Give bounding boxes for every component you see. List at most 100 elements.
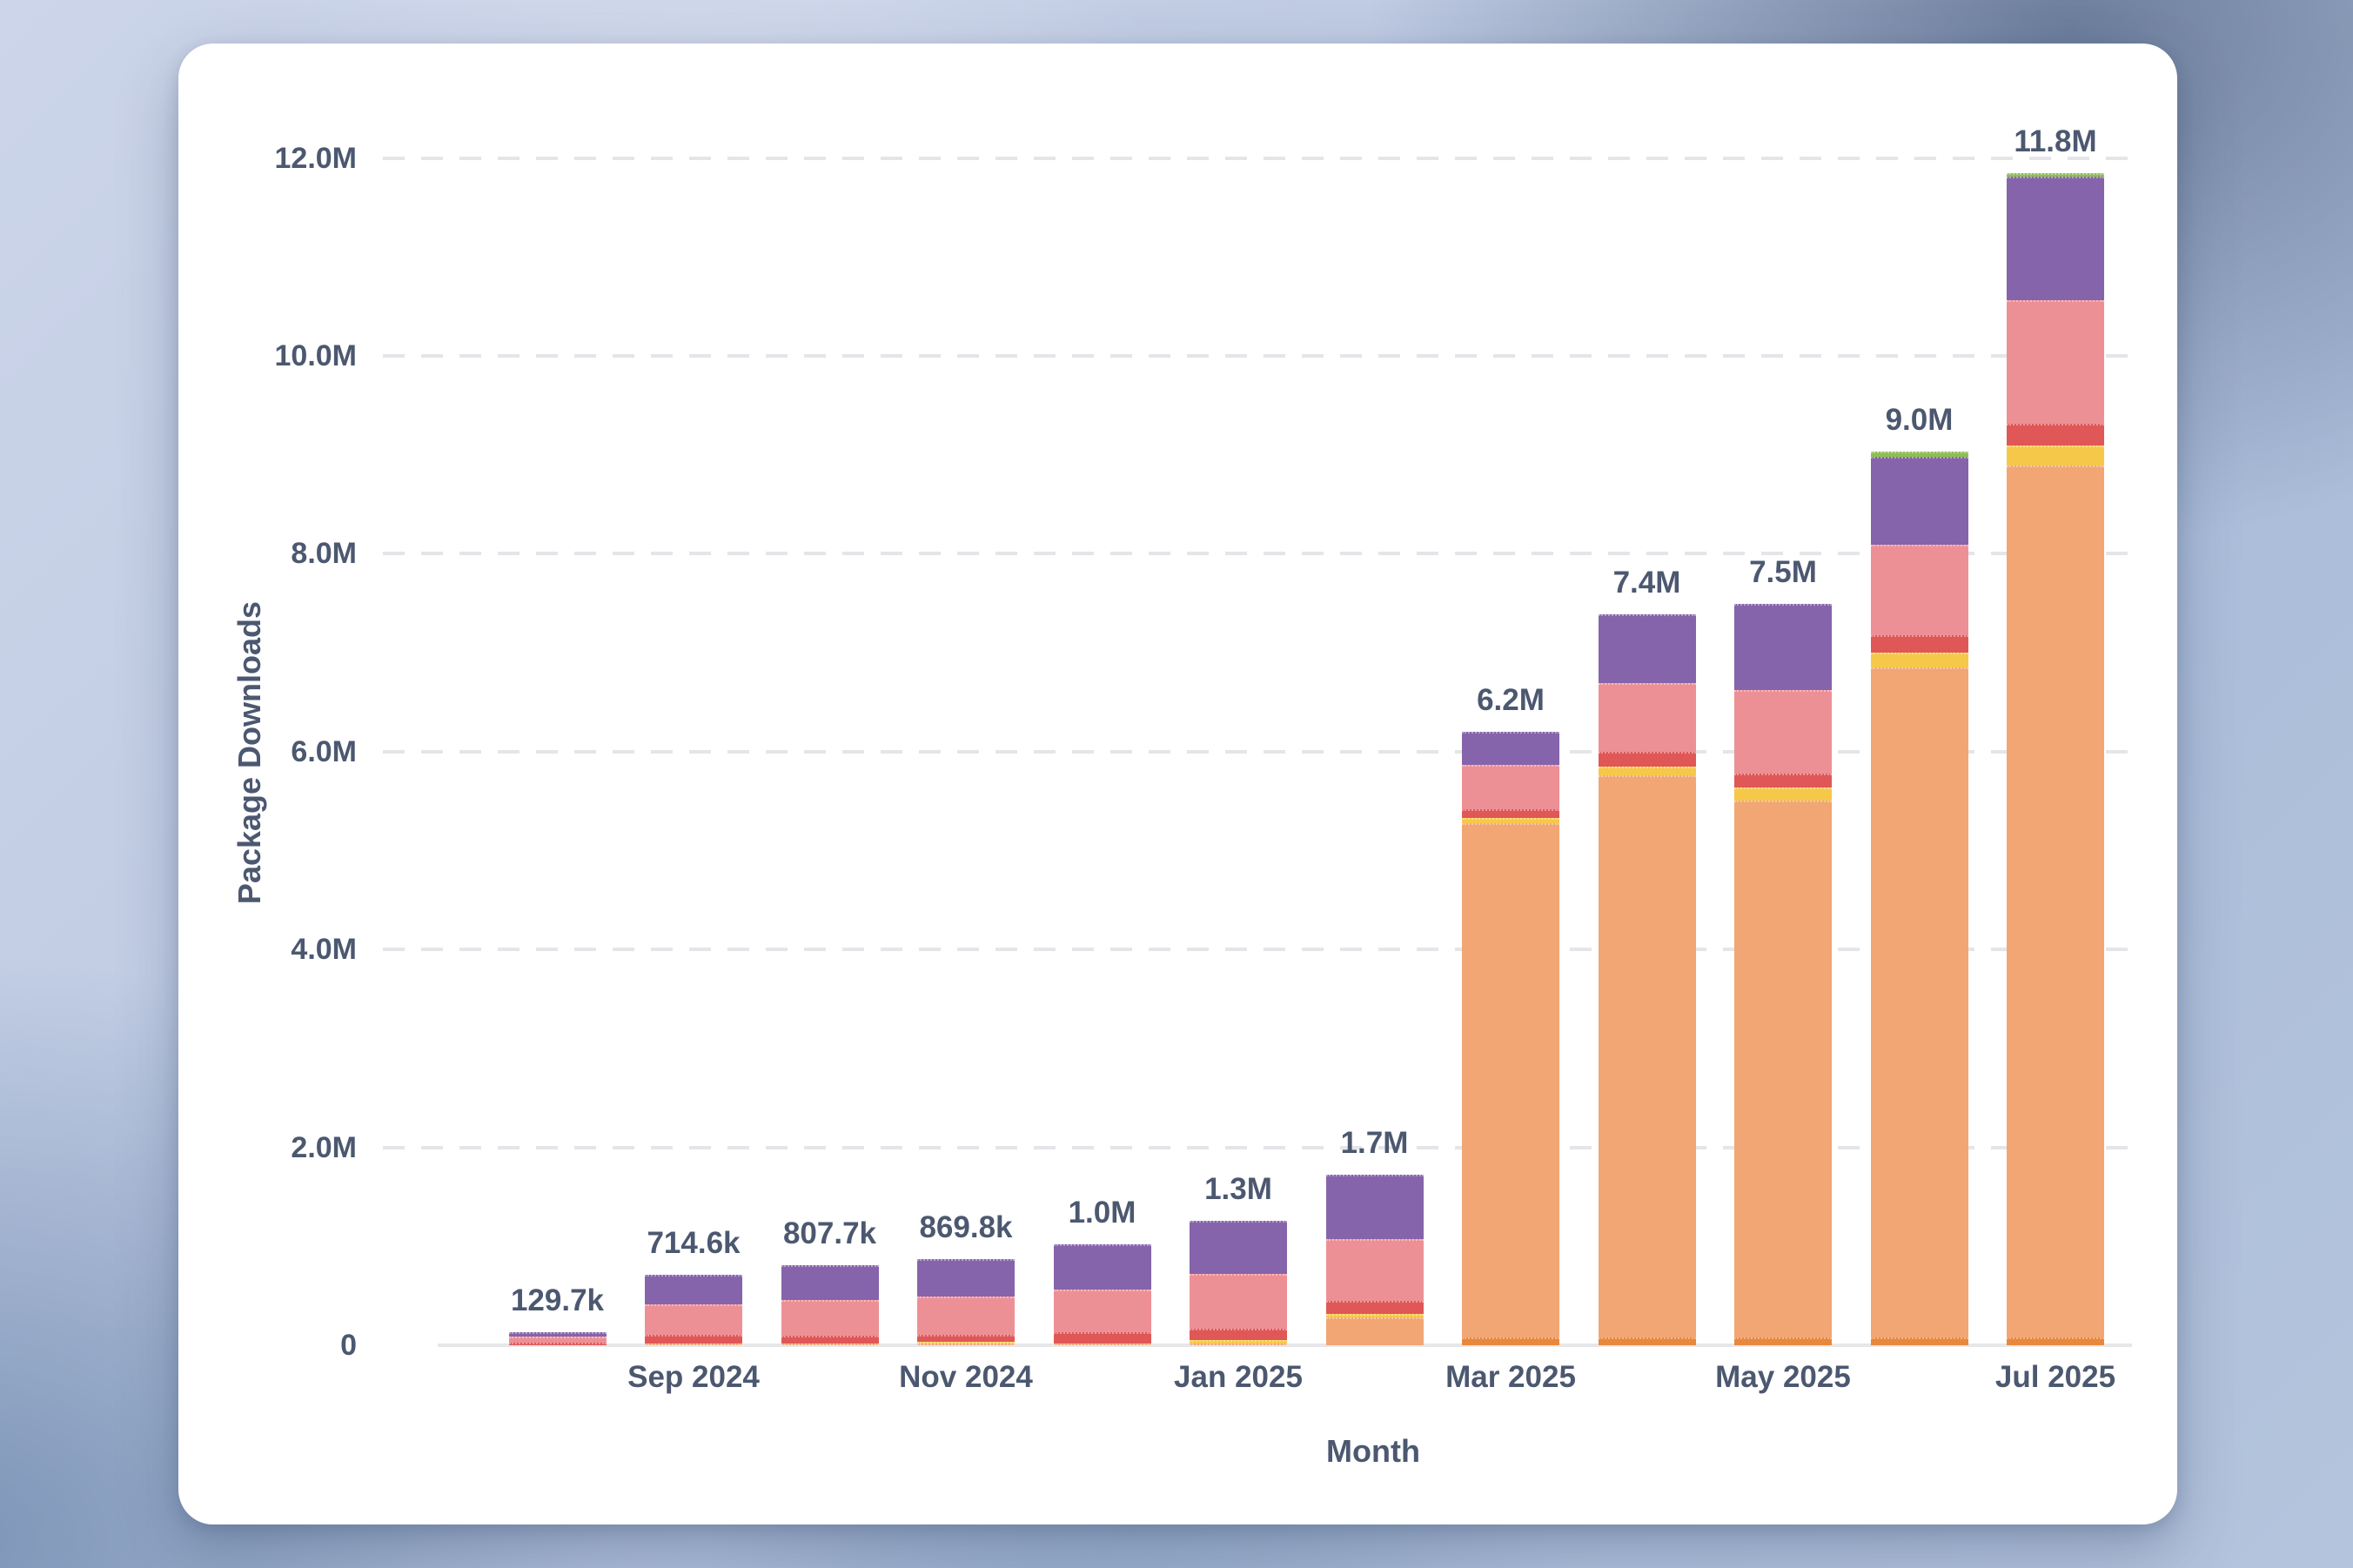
bar-jun-2025-segment-yellow[interactable]	[1870, 653, 1968, 668]
bar-jan-2025-segment-pink[interactable]	[1190, 1274, 1287, 1329]
bar-jan-2025-segment-yellow[interactable]	[1190, 1340, 1287, 1344]
bar-sep-2024-segment-orange[interactable]	[645, 1344, 742, 1345]
bar-sep-2024-segment-red[interactable]	[645, 1335, 742, 1344]
bar-apr-2025-segment-purple[interactable]	[1598, 613, 1696, 684]
bar-jun-2025-segment-orange[interactable]	[1870, 667, 1968, 1337]
bar-total-label-jan-2025: 1.3M	[1204, 1171, 1272, 1206]
bar-total-label-mar-2025: 6.2M	[1477, 683, 1545, 718]
bar-apr-2025-segment-pink[interactable]	[1598, 683, 1696, 752]
bar-dec-2024-segment-orange[interactable]	[1053, 1343, 1151, 1345]
bar-jan-2025-segment-purple[interactable]	[1190, 1220, 1287, 1275]
bar-sep-2024[interactable]	[645, 1274, 742, 1345]
gridline-8-0m	[383, 552, 2132, 556]
bar-total-label-nov-2024: 869.8k	[919, 1210, 1013, 1245]
bar-may-2025-segment-orange[interactable]	[1734, 800, 1832, 1337]
gridline-10-0m	[383, 354, 2132, 358]
y-axis-title: Package Downloads	[231, 600, 267, 905]
bar-may-2025-segment-red[interactable]	[1734, 773, 1832, 787]
bar-nov-2024-segment-red[interactable]	[917, 1334, 1015, 1342]
x-tick-label-mar-2025: Mar 2025	[1445, 1360, 1576, 1394]
bar-apr-2025-segment-orange[interactable]	[1598, 775, 1696, 1337]
bar-mar-2025-segment-purple[interactable]	[1462, 732, 1559, 765]
bar-jun-2025-segment-green[interactable]	[1870, 452, 1968, 458]
bar-may-2025-segment-dark-orange[interactable]	[1734, 1337, 1832, 1345]
bar-may-2025[interactable]	[1734, 604, 1832, 1345]
x-axis-line	[438, 1344, 2132, 1347]
bar-mar-2025-segment-dark-orange[interactable]	[1462, 1337, 1559, 1345]
bar-dec-2024[interactable]	[1053, 1244, 1151, 1345]
bar-jul-2025-segment-orange[interactable]	[2007, 466, 2104, 1337]
x-axis-title: Month	[1326, 1433, 1420, 1469]
gridline-4-0m	[383, 948, 2132, 952]
y-tick-label-0: 0	[340, 1329, 357, 1362]
bar-apr-2025[interactable]	[1598, 613, 1696, 1345]
bar-feb-2025-segment-pink[interactable]	[1325, 1239, 1424, 1301]
chart-card: 0 2.0M 4.0M 6.0M 8.0M 10.0M 12.0M 129.7k 714.6k S…	[178, 44, 2177, 1524]
bar-total-label-jun-2025: 9.0M	[1885, 403, 1954, 438]
bar-nov-2024[interactable]	[917, 1259, 1015, 1345]
bar-oct-2024-segment-orange[interactable]	[781, 1344, 879, 1345]
bar-may-2025-segment-yellow[interactable]	[1734, 787, 1832, 801]
x-tick-label-sep-2024: Sep 2024	[627, 1360, 760, 1394]
bar-jul-2025-segment-yellow[interactable]	[2007, 446, 2104, 466]
bar-jul-2025-segment-pink[interactable]	[2007, 300, 2104, 425]
bar-jun-2025-segment-dark-orange[interactable]	[1870, 1337, 1968, 1345]
bar-sep-2024-segment-pink[interactable]	[645, 1304, 742, 1336]
bar-nov-2024-segment-yellow[interactable]	[917, 1341, 1015, 1344]
bar-feb-2025-segment-yellow[interactable]	[1325, 1313, 1424, 1318]
bar-aug-2024-segment-purple[interactable]	[508, 1332, 607, 1337]
bar-dec-2024-segment-pink[interactable]	[1053, 1290, 1151, 1333]
bar-may-2025-segment-pink[interactable]	[1734, 690, 1832, 774]
bar-jan-2025-segment-orange[interactable]	[1190, 1343, 1287, 1345]
bar-nov-2024-segment-pink[interactable]	[917, 1296, 1015, 1335]
bar-aug-2024-segment-pink[interactable]	[508, 1337, 607, 1343]
bar-aug-2024[interactable]	[508, 1332, 607, 1345]
bar-total-label-oct-2024: 807.7k	[782, 1216, 877, 1251]
bar-aug-2024-segment-red[interactable]	[508, 1342, 607, 1345]
bar-feb-2025-segment-orange[interactable]	[1325, 1317, 1424, 1345]
bar-may-2025-segment-purple[interactable]	[1734, 604, 1832, 691]
bar-apr-2025-segment-red[interactable]	[1598, 751, 1696, 767]
bar-jun-2025[interactable]	[1870, 452, 1968, 1345]
x-tick-label-nov-2024: Nov 2024	[899, 1360, 1033, 1394]
bar-jul-2025-segment-green[interactable]	[2007, 172, 2104, 178]
bar-oct-2024-segment-purple[interactable]	[781, 1265, 879, 1301]
bar-oct-2024[interactable]	[781, 1265, 879, 1345]
bar-total-label-sep-2024: 714.6k	[647, 1225, 741, 1260]
bar-jun-2025-segment-pink[interactable]	[1870, 545, 1968, 635]
bar-jul-2025-segment-purple[interactable]	[2007, 177, 2104, 301]
bar-jun-2025-segment-purple[interactable]	[1870, 457, 1968, 546]
y-tick-label-4-0m: 4.0M	[291, 933, 357, 967]
bar-dec-2024-segment-red[interactable]	[1053, 1332, 1151, 1344]
bar-sep-2024-segment-purple[interactable]	[645, 1274, 742, 1305]
bar-oct-2024-segment-pink[interactable]	[781, 1300, 879, 1336]
bar-jan-2025-segment-red[interactable]	[1190, 1328, 1287, 1341]
bar-jul-2025-segment-dark-orange[interactable]	[2007, 1337, 2104, 1345]
bar-apr-2025-segment-dark-orange[interactable]	[1598, 1337, 1696, 1345]
bar-nov-2024-segment-purple[interactable]	[917, 1259, 1015, 1297]
bar-mar-2025[interactable]	[1462, 732, 1559, 1345]
bar-mar-2025-segment-yellow[interactable]	[1462, 818, 1559, 823]
bar-total-label-feb-2025: 1.7M	[1340, 1126, 1409, 1161]
bar-apr-2025-segment-yellow[interactable]	[1598, 766, 1696, 776]
bar-dec-2024-segment-purple[interactable]	[1053, 1244, 1151, 1290]
bar-feb-2025-segment-red[interactable]	[1325, 1300, 1424, 1314]
bar-nov-2024-segment-orange[interactable]	[917, 1343, 1015, 1345]
stacked-bar-chart: 0 2.0M 4.0M 6.0M 8.0M 10.0M 12.0M 129.7k 714.6k S…	[178, 44, 2177, 1524]
bar-oct-2024-segment-red[interactable]	[781, 1335, 879, 1344]
bar-feb-2025[interactable]	[1325, 1175, 1424, 1345]
bar-mar-2025-segment-orange[interactable]	[1462, 822, 1559, 1337]
y-tick-label-6-0m: 6.0M	[291, 734, 357, 768]
bar-jun-2025-segment-red[interactable]	[1870, 634, 1968, 653]
y-tick-label-8-0m: 8.0M	[291, 537, 357, 571]
bar-mar-2025-segment-red[interactable]	[1462, 808, 1559, 818]
bar-mar-2025-segment-pink[interactable]	[1462, 764, 1559, 809]
bar-jan-2025[interactable]	[1190, 1220, 1287, 1345]
bar-feb-2025-segment-purple[interactable]	[1325, 1175, 1424, 1240]
bar-total-label-dec-2024: 1.0M	[1068, 1196, 1136, 1230]
x-tick-label-jan-2025: Jan 2025	[1174, 1360, 1303, 1394]
bar-jul-2025[interactable]	[2007, 172, 2104, 1345]
bar-total-label-jul-2025: 11.8M	[2014, 124, 2097, 158]
bar-jul-2025-segment-red[interactable]	[2007, 424, 2104, 446]
